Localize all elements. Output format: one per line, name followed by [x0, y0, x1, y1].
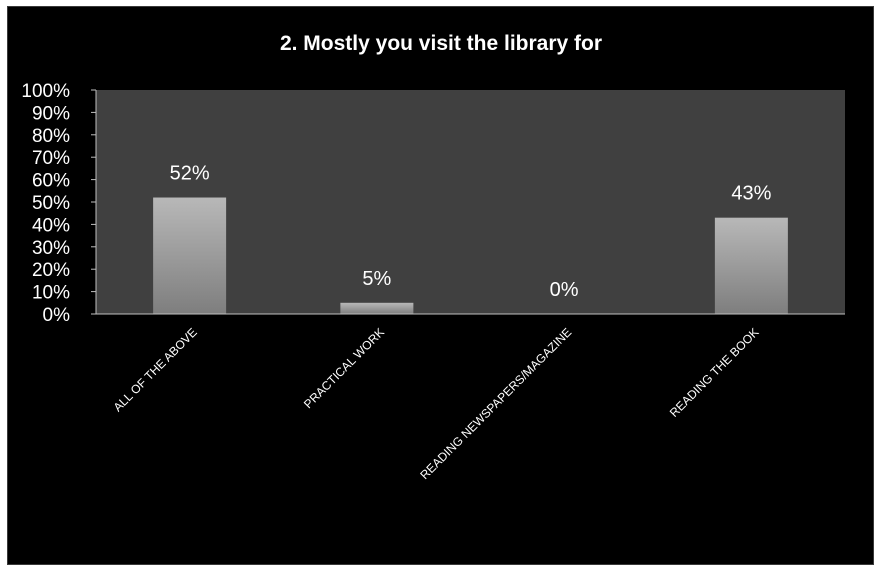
y-tick-label: 20%	[32, 260, 70, 281]
data-label: 5%	[362, 268, 391, 290]
y-tick-label: 60%	[32, 171, 70, 192]
y-tick-label: 30%	[32, 238, 70, 259]
bar	[340, 303, 413, 314]
x-axis: ALL OF THE ABOVE PRACTICAL WORK READING NE…	[96, 314, 845, 482]
y-axis: 0%10%20%30%40%50%60%70%80%90%100%	[21, 81, 96, 326]
data-label: 43%	[731, 183, 771, 205]
y-tick-label: 40%	[32, 215, 70, 236]
x-tick-label: READING NEWSPAPERS/MAGAZINE	[417, 325, 574, 482]
y-tick-label: 70%	[32, 148, 70, 169]
x-tick-label: READING THE BOOK	[667, 325, 762, 420]
y-tick-label: 80%	[32, 126, 70, 147]
y-tick-label: 100%	[21, 81, 70, 102]
x-tick-label: PRACTICAL WORK	[301, 325, 387, 411]
y-tick-label: 10%	[32, 283, 70, 304]
data-label: 0%	[550, 279, 579, 301]
bar	[153, 198, 226, 314]
y-tick-label: 90%	[32, 103, 70, 124]
y-tick-label: 50%	[32, 193, 70, 214]
chart-title: 2. Mostly you visit the library for	[280, 32, 602, 55]
x-tick-label: ALL OF THE ABOVE	[111, 325, 200, 414]
data-label: 52%	[170, 163, 210, 185]
bar	[715, 218, 788, 314]
y-tick-label: 0%	[43, 305, 71, 326]
